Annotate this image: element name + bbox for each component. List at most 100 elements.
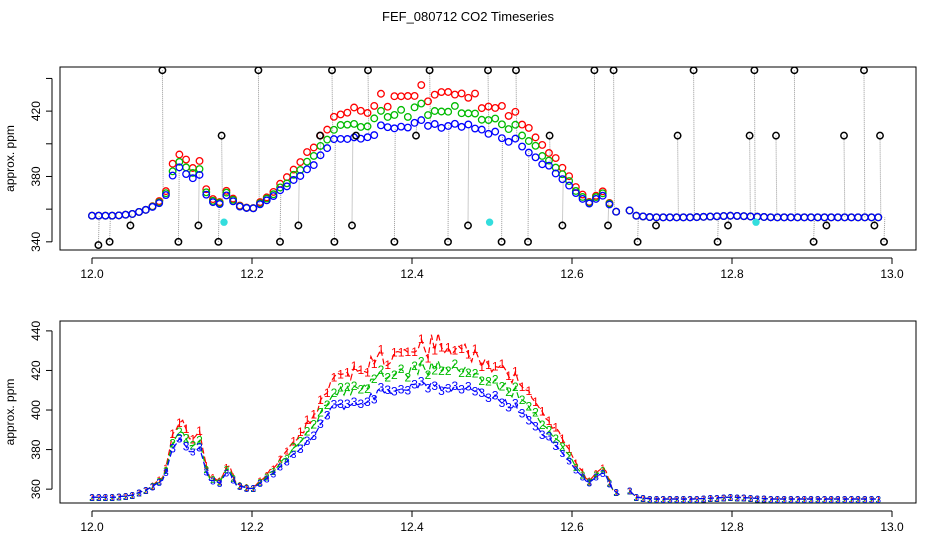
series-label-3: 3 (130, 491, 136, 502)
outlier-point (194, 221, 203, 230)
outlier-point (809, 237, 818, 246)
outlier-point (633, 237, 642, 246)
series-label-2: 2 (304, 425, 311, 439)
series-label-2: 2 (398, 362, 405, 376)
outlier-point (724, 221, 732, 230)
series3-point (303, 165, 311, 174)
series3-point (276, 186, 285, 195)
outlier-point (174, 237, 183, 246)
series2-point (343, 120, 352, 129)
series1-point (538, 140, 547, 149)
outlier-connector (279, 190, 282, 242)
series-label-3: 3 (271, 469, 277, 480)
series3-point (101, 211, 110, 220)
outlier-connector (467, 127, 470, 226)
series3-point (222, 191, 231, 200)
series-label-3: 3 (176, 432, 183, 446)
series-label-1: 1 (324, 386, 331, 400)
outlier-connector (515, 70, 518, 143)
series-label-3: 3 (640, 494, 646, 505)
series-label-2: 2 (183, 432, 190, 446)
series-label-3: 3 (802, 495, 808, 506)
series-label-1: 1 (103, 493, 109, 504)
series-label-1: 1 (404, 345, 411, 359)
series1-point (397, 92, 406, 101)
series-label-2: 2 (855, 495, 861, 506)
series-label-1: 1 (203, 461, 209, 472)
outlier-point (214, 237, 223, 246)
outlier-connector (331, 70, 334, 143)
series-label-2: 2 (458, 366, 465, 380)
series2-point (336, 121, 345, 129)
series-label-2: 2 (123, 492, 129, 503)
series-label-3: 3 (667, 495, 673, 506)
series-label-1: 1 (438, 340, 445, 354)
series-label-3: 3 (284, 458, 290, 469)
series3-point (363, 133, 372, 142)
series-label-2: 2 (418, 354, 425, 368)
series-label-3: 3 (828, 495, 834, 506)
series-label-3: 3 (634, 493, 640, 504)
series-label-1: 1 (277, 454, 283, 465)
series-label-3: 3 (768, 495, 774, 506)
series-label-2: 2 (586, 477, 592, 488)
series-label-3: 3 (277, 462, 283, 473)
series-label-3: 3 (687, 495, 693, 506)
series1-point (524, 123, 533, 132)
series1-point (403, 92, 412, 100)
series3-point (497, 134, 506, 143)
series3-point (773, 213, 782, 222)
outlier-point (545, 131, 554, 140)
series-label-1: 1 (748, 494, 754, 505)
series3-point (786, 213, 795, 222)
bottom-x-tick-label: 12.6 (560, 520, 584, 534)
series3-point (531, 153, 540, 162)
series-label-3: 3 (875, 495, 881, 506)
series-label-1: 1 (634, 493, 640, 504)
outlier-point (294, 221, 303, 230)
bottom-x-tick-label: 13.0 (880, 520, 904, 534)
series3-point (524, 148, 533, 157)
series2-point (444, 107, 453, 116)
series-label-1: 1 (196, 424, 203, 438)
series-label-1: 1 (156, 475, 162, 486)
series-label-3: 3 (681, 495, 687, 506)
series1-point (497, 101, 506, 110)
series-label-1: 1 (627, 487, 633, 498)
series-label-3: 3 (163, 468, 169, 479)
series-label-3: 3 (304, 434, 311, 448)
series-label-3: 3 (660, 495, 666, 506)
outlier-connector (693, 70, 695, 218)
bottom-y-tick-label: 380 (29, 439, 43, 459)
outlier-connector (527, 149, 530, 242)
series-label-3: 3 (741, 494, 747, 505)
series-label-2: 2 (822, 495, 828, 506)
outlier-connector (593, 70, 596, 201)
series2-point (356, 122, 365, 131)
series3-point (88, 211, 96, 220)
series-label-1: 1 (607, 478, 613, 489)
series3-point (713, 212, 721, 221)
series-label-2: 2 (452, 357, 459, 371)
series-label-3: 3 (674, 495, 680, 506)
chart-title: FEF_080712 CO2 Timeseries (382, 9, 554, 24)
series-label-2: 2 (331, 386, 338, 400)
series1-point (383, 102, 392, 111)
top-y-axis: 340 380 420 (29, 77, 53, 252)
series3-point (518, 142, 527, 151)
bottom-y-tick-label: 360 (29, 479, 43, 499)
series-label-3: 3 (842, 495, 848, 506)
series-label-2: 2 (694, 495, 700, 506)
outlier-connector (109, 215, 111, 242)
series-label-3: 3 (822, 495, 828, 506)
series3-point (316, 151, 325, 160)
series-label-1: 1 (337, 367, 344, 381)
series-label-1: 1 (210, 473, 216, 484)
series3-point (874, 213, 883, 222)
series-label-3: 3 (654, 495, 660, 506)
series-label-2: 2 (634, 493, 640, 504)
series-label-3: 3 (472, 385, 479, 399)
series-label-2: 2 (337, 380, 344, 394)
series3-point (403, 123, 412, 132)
series-label-3: 3 (546, 430, 553, 444)
